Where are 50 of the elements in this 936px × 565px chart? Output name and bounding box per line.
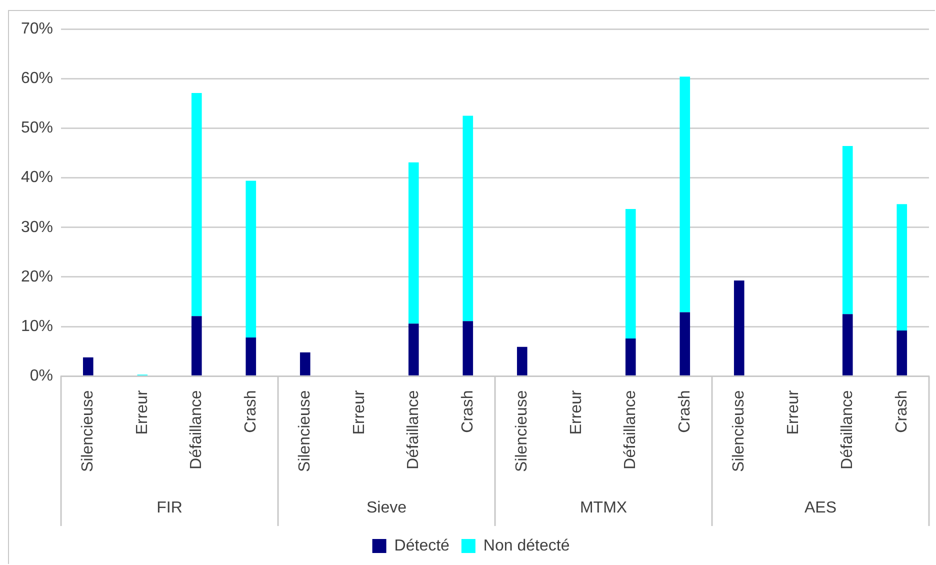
x-tick-label: Défaillance xyxy=(405,390,422,470)
x-tick-label: Erreur xyxy=(784,390,802,435)
bar xyxy=(246,337,256,376)
bar xyxy=(191,316,202,376)
x-tick-label: Défaillance xyxy=(839,390,856,470)
bar xyxy=(246,180,256,338)
legend-label: Détecté xyxy=(394,537,450,554)
bar xyxy=(408,162,419,324)
bar xyxy=(680,76,690,312)
x-tick-label: Crash xyxy=(676,390,694,433)
y-tick-label: 20% xyxy=(20,268,54,286)
bar xyxy=(896,204,908,331)
x-tick-label: Silencieuse xyxy=(730,390,748,472)
x-tick-label: Silencieuse xyxy=(296,390,314,472)
y-tick-label: 50% xyxy=(20,120,54,137)
x-tick-label: Erreur xyxy=(350,390,368,435)
y-tick-label: 70% xyxy=(20,20,54,38)
x-tick-label: Silencieuse xyxy=(514,390,531,472)
text: FIR xyxy=(156,499,182,516)
x-tick-label: Défaillance xyxy=(622,390,640,470)
bar xyxy=(82,357,94,376)
bar xyxy=(842,146,853,314)
bar xyxy=(680,312,690,376)
bar xyxy=(625,209,636,338)
x-tick-label: Erreur xyxy=(134,390,151,435)
bar xyxy=(191,92,202,316)
y-tick-label: 60% xyxy=(20,70,54,87)
y-tick-label: 40% xyxy=(20,169,54,186)
bar xyxy=(408,324,419,376)
text: AES xyxy=(804,499,837,516)
bar xyxy=(842,314,853,376)
text: Sieve xyxy=(366,499,407,516)
legend-label: Non détecté xyxy=(483,537,570,554)
y-tick-label: 0% xyxy=(30,368,54,385)
x-tick-label: Erreur xyxy=(568,390,585,435)
y-tick-label: 30% xyxy=(20,218,54,236)
bar xyxy=(516,346,528,376)
x-tick-label: Crash xyxy=(459,390,476,433)
x-tick-label: Silencieuse xyxy=(80,390,97,472)
x-tick-label: Crash xyxy=(893,390,910,433)
text: MTMX xyxy=(580,499,628,516)
bar xyxy=(300,352,310,376)
bar xyxy=(462,116,474,322)
bar xyxy=(896,330,908,376)
bar xyxy=(625,338,636,376)
bar xyxy=(462,321,474,376)
x-tick-label: Défaillance xyxy=(188,390,206,470)
x-tick-label: Crash xyxy=(242,390,260,433)
y-tick-label: 10% xyxy=(20,318,54,335)
bar xyxy=(734,280,744,376)
